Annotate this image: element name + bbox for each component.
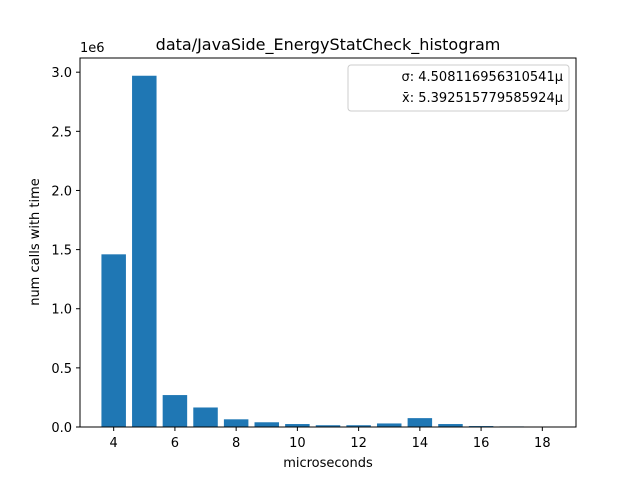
x-tick-label: 4	[110, 436, 118, 451]
bar-9	[254, 422, 280, 427]
y-tick-label: 0.0	[51, 421, 72, 436]
bar-11	[315, 425, 341, 427]
x-tick-label: 10	[289, 436, 306, 451]
legend-entry-sigma: σ: 4.508116956310541μ	[402, 70, 564, 85]
bar-8	[223, 419, 249, 427]
y-tick-label: 2.5	[51, 125, 72, 140]
y-axis-ticks: 0.0 0.5 1.0 1.5 2.0 2.5 3.0	[51, 66, 80, 436]
bar-13	[376, 423, 402, 427]
legend: σ: 4.508116956310541μ x̄: 5.392515779585…	[347, 64, 570, 112]
x-tick-label: 14	[412, 436, 429, 451]
y-offset-label: 1e6	[80, 41, 105, 56]
bars-group	[101, 75, 555, 427]
bar-15	[438, 424, 463, 427]
y-tick-label: 1.0	[51, 303, 72, 318]
bar-7	[193, 407, 218, 427]
bar-12	[346, 425, 371, 427]
bar-10	[285, 424, 310, 427]
y-axis-label: num calls with time	[28, 178, 43, 306]
legend-box	[347, 64, 570, 112]
x-tick-label: 16	[473, 436, 490, 451]
x-tick-label: 8	[232, 436, 240, 451]
bar-5	[132, 75, 157, 427]
y-tick-label: 2.0	[51, 184, 72, 199]
y-tick-label: 1.5	[51, 244, 72, 259]
chart-title: data/JavaSide_EnergyStatCheck_histogram	[156, 35, 501, 55]
x-tick-label: 18	[534, 436, 551, 451]
x-tick-label: 12	[350, 436, 367, 451]
x-axis-label: microseconds	[283, 456, 373, 471]
x-axis-ticks: 4 6 8 10 12 14 16 18	[110, 427, 551, 451]
y-tick-label: 0.5	[51, 362, 72, 377]
y-tick-label: 3.0	[51, 66, 72, 81]
legend-entry-mean: x̄: 5.392515779585924μ	[402, 91, 563, 106]
bar-6	[162, 395, 188, 427]
bar-4	[101, 254, 126, 427]
plot-frame	[79, 57, 577, 428]
bar-14	[407, 418, 433, 427]
x-tick-label: 6	[171, 436, 179, 451]
